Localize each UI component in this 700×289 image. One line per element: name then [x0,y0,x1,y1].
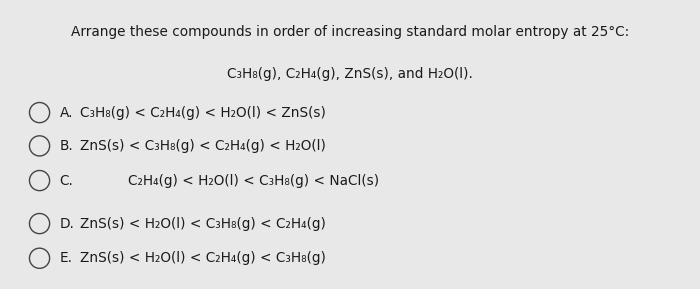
Text: A.: A. [60,105,74,120]
Text: ZnS(s) < H₂O(l) < C₂H₄(g) < C₃H₈(g): ZnS(s) < H₂O(l) < C₂H₄(g) < C₃H₈(g) [80,251,326,265]
Text: E.: E. [60,251,73,265]
Text: C₂H₄(g) < H₂O(l) < C₃H₈(g) < NaCl(s): C₂H₄(g) < H₂O(l) < C₃H₈(g) < NaCl(s) [128,174,379,188]
Text: ZnS(s) < C₃H₈(g) < C₂H₄(g) < H₂O(l): ZnS(s) < C₃H₈(g) < C₂H₄(g) < H₂O(l) [80,139,326,153]
Text: ZnS(s) < H₂O(l) < C₃H₈(g) < C₂H₄(g): ZnS(s) < H₂O(l) < C₃H₈(g) < C₂H₄(g) [80,216,326,231]
Text: C.: C. [60,174,74,188]
Text: D.: D. [60,216,75,231]
Text: C₃H₈(g), C₂H₄(g), ZnS(s), and H₂O(l).: C₃H₈(g), C₂H₄(g), ZnS(s), and H₂O(l). [227,67,473,81]
Text: Arrange these compounds in order of increasing standard molar entropy at 25°C:: Arrange these compounds in order of incr… [71,25,629,39]
Text: B.: B. [60,139,74,153]
Text: C₃H₈(g) < C₂H₄(g) < H₂O(l) < ZnS(s): C₃H₈(g) < C₂H₄(g) < H₂O(l) < ZnS(s) [80,105,326,120]
